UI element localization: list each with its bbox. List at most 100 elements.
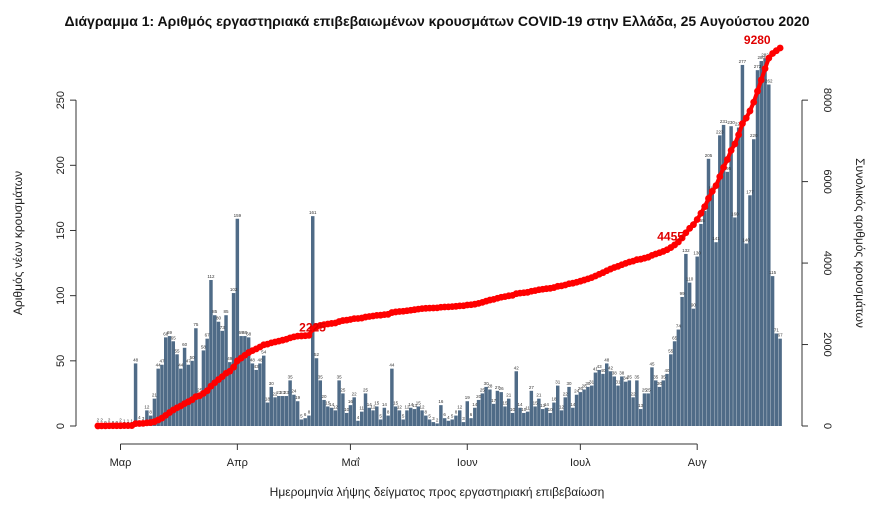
y-tick-label: 100 bbox=[55, 286, 67, 304]
bar bbox=[672, 341, 677, 426]
cumulative-point bbox=[697, 209, 705, 217]
bar bbox=[197, 393, 202, 426]
bar bbox=[631, 397, 635, 426]
bar-value-label: 23 bbox=[276, 390, 282, 395]
bar-value-label: 14 bbox=[367, 402, 373, 407]
y2-tick-label: 6000 bbox=[821, 169, 833, 193]
bar-value-label: 22 bbox=[352, 391, 358, 396]
cumulative-point bbox=[690, 221, 697, 229]
bar bbox=[699, 223, 703, 426]
y2-tick-label: 4000 bbox=[821, 251, 833, 275]
bar-value-label: 41 bbox=[593, 367, 599, 372]
bar bbox=[461, 422, 466, 426]
bar-value-label: 30 bbox=[567, 381, 573, 386]
bar bbox=[597, 369, 601, 426]
bar bbox=[718, 135, 722, 426]
bar bbox=[133, 363, 138, 426]
bar-value-label: 12 bbox=[404, 404, 410, 409]
bar-value-label: 4 bbox=[357, 415, 360, 420]
bar bbox=[540, 409, 545, 426]
bar bbox=[231, 293, 236, 426]
bar bbox=[307, 415, 311, 426]
bar-value-label: 14 bbox=[329, 402, 335, 407]
bar-value-label: 47 bbox=[159, 359, 165, 364]
cumulative-point bbox=[712, 182, 720, 189]
cumulative-point bbox=[735, 131, 743, 139]
bar bbox=[514, 371, 519, 426]
bar bbox=[544, 407, 549, 426]
bar-value-label: 112 bbox=[207, 274, 215, 279]
y-tick-label: 250 bbox=[55, 91, 67, 109]
bar bbox=[386, 415, 390, 426]
bar-value-label: 10 bbox=[548, 407, 554, 412]
cumulative-point bbox=[739, 120, 746, 128]
bar-value-label: 24 bbox=[291, 389, 297, 394]
bar-value-label: 3 bbox=[462, 416, 465, 421]
bar-value-label: 12 bbox=[144, 404, 150, 409]
bar-value-label: 25 bbox=[197, 387, 203, 392]
bar-value-label: 31 bbox=[616, 380, 622, 385]
bar bbox=[654, 380, 658, 426]
bar bbox=[646, 393, 650, 426]
cumulative-point bbox=[765, 54, 773, 62]
bar bbox=[661, 380, 666, 426]
bar bbox=[684, 253, 688, 426]
bar bbox=[435, 423, 439, 426]
bar-value-label: 28 bbox=[487, 384, 493, 389]
bar-value-label: 30 bbox=[269, 381, 275, 386]
bar-value-label: 40 bbox=[665, 368, 671, 373]
bar bbox=[691, 308, 696, 426]
bar bbox=[744, 243, 748, 426]
cumulative-point bbox=[754, 87, 761, 95]
bar bbox=[556, 385, 560, 426]
bar-value-label: 38 bbox=[619, 370, 625, 375]
bar bbox=[363, 393, 368, 426]
cumulative-point bbox=[746, 107, 754, 115]
bar bbox=[164, 337, 168, 426]
bar-value-label: 21 bbox=[536, 393, 542, 398]
cumulative-point bbox=[701, 203, 709, 211]
bar-value-label: 80 bbox=[216, 316, 222, 321]
bar bbox=[439, 405, 443, 426]
bar-value-label: 18 bbox=[265, 397, 271, 402]
bar bbox=[171, 341, 176, 426]
cumulative-point bbox=[723, 156, 731, 163]
bar bbox=[559, 410, 564, 426]
bar-value-label: 15 bbox=[393, 400, 399, 405]
bar bbox=[367, 407, 372, 426]
bar-value-label: 43 bbox=[597, 364, 603, 369]
y-tick-label: 50 bbox=[55, 355, 67, 367]
bar-value-label: 8 bbox=[387, 410, 390, 415]
cumulative-point bbox=[682, 229, 690, 237]
bar bbox=[638, 409, 643, 426]
bar bbox=[612, 376, 617, 426]
bar bbox=[182, 347, 187, 426]
bar bbox=[752, 139, 756, 427]
bar-value-label: 12 bbox=[371, 404, 377, 409]
bar bbox=[495, 390, 500, 426]
bar bbox=[431, 422, 436, 426]
bar bbox=[574, 394, 579, 426]
bar-value-label: 13 bbox=[638, 403, 644, 408]
bar-value-label: 14 bbox=[570, 402, 576, 407]
bar bbox=[254, 369, 258, 426]
bar-value-label: 10 bbox=[510, 407, 516, 412]
bar bbox=[352, 397, 356, 426]
bar-value-label: 16 bbox=[348, 399, 354, 404]
bar bbox=[635, 380, 639, 426]
bar bbox=[488, 389, 492, 426]
bar bbox=[393, 406, 398, 426]
cumulative-point bbox=[203, 387, 211, 395]
bar-value-label: 11 bbox=[359, 406, 364, 411]
bar-value-label: 25 bbox=[646, 387, 652, 392]
bar bbox=[522, 412, 526, 426]
bar-value-label: 13 bbox=[412, 403, 418, 408]
x-axis-title: Ημερομηνία λήψης δείγματος προς εργαστηρ… bbox=[270, 485, 605, 499]
bar-value-label: 8 bbox=[149, 410, 152, 415]
bar-value-label: 115 bbox=[769, 270, 777, 275]
bar-value-label: 195 bbox=[724, 166, 732, 171]
bar bbox=[763, 58, 767, 427]
bar-value-label: 20 bbox=[322, 394, 328, 399]
bar bbox=[665, 373, 669, 426]
